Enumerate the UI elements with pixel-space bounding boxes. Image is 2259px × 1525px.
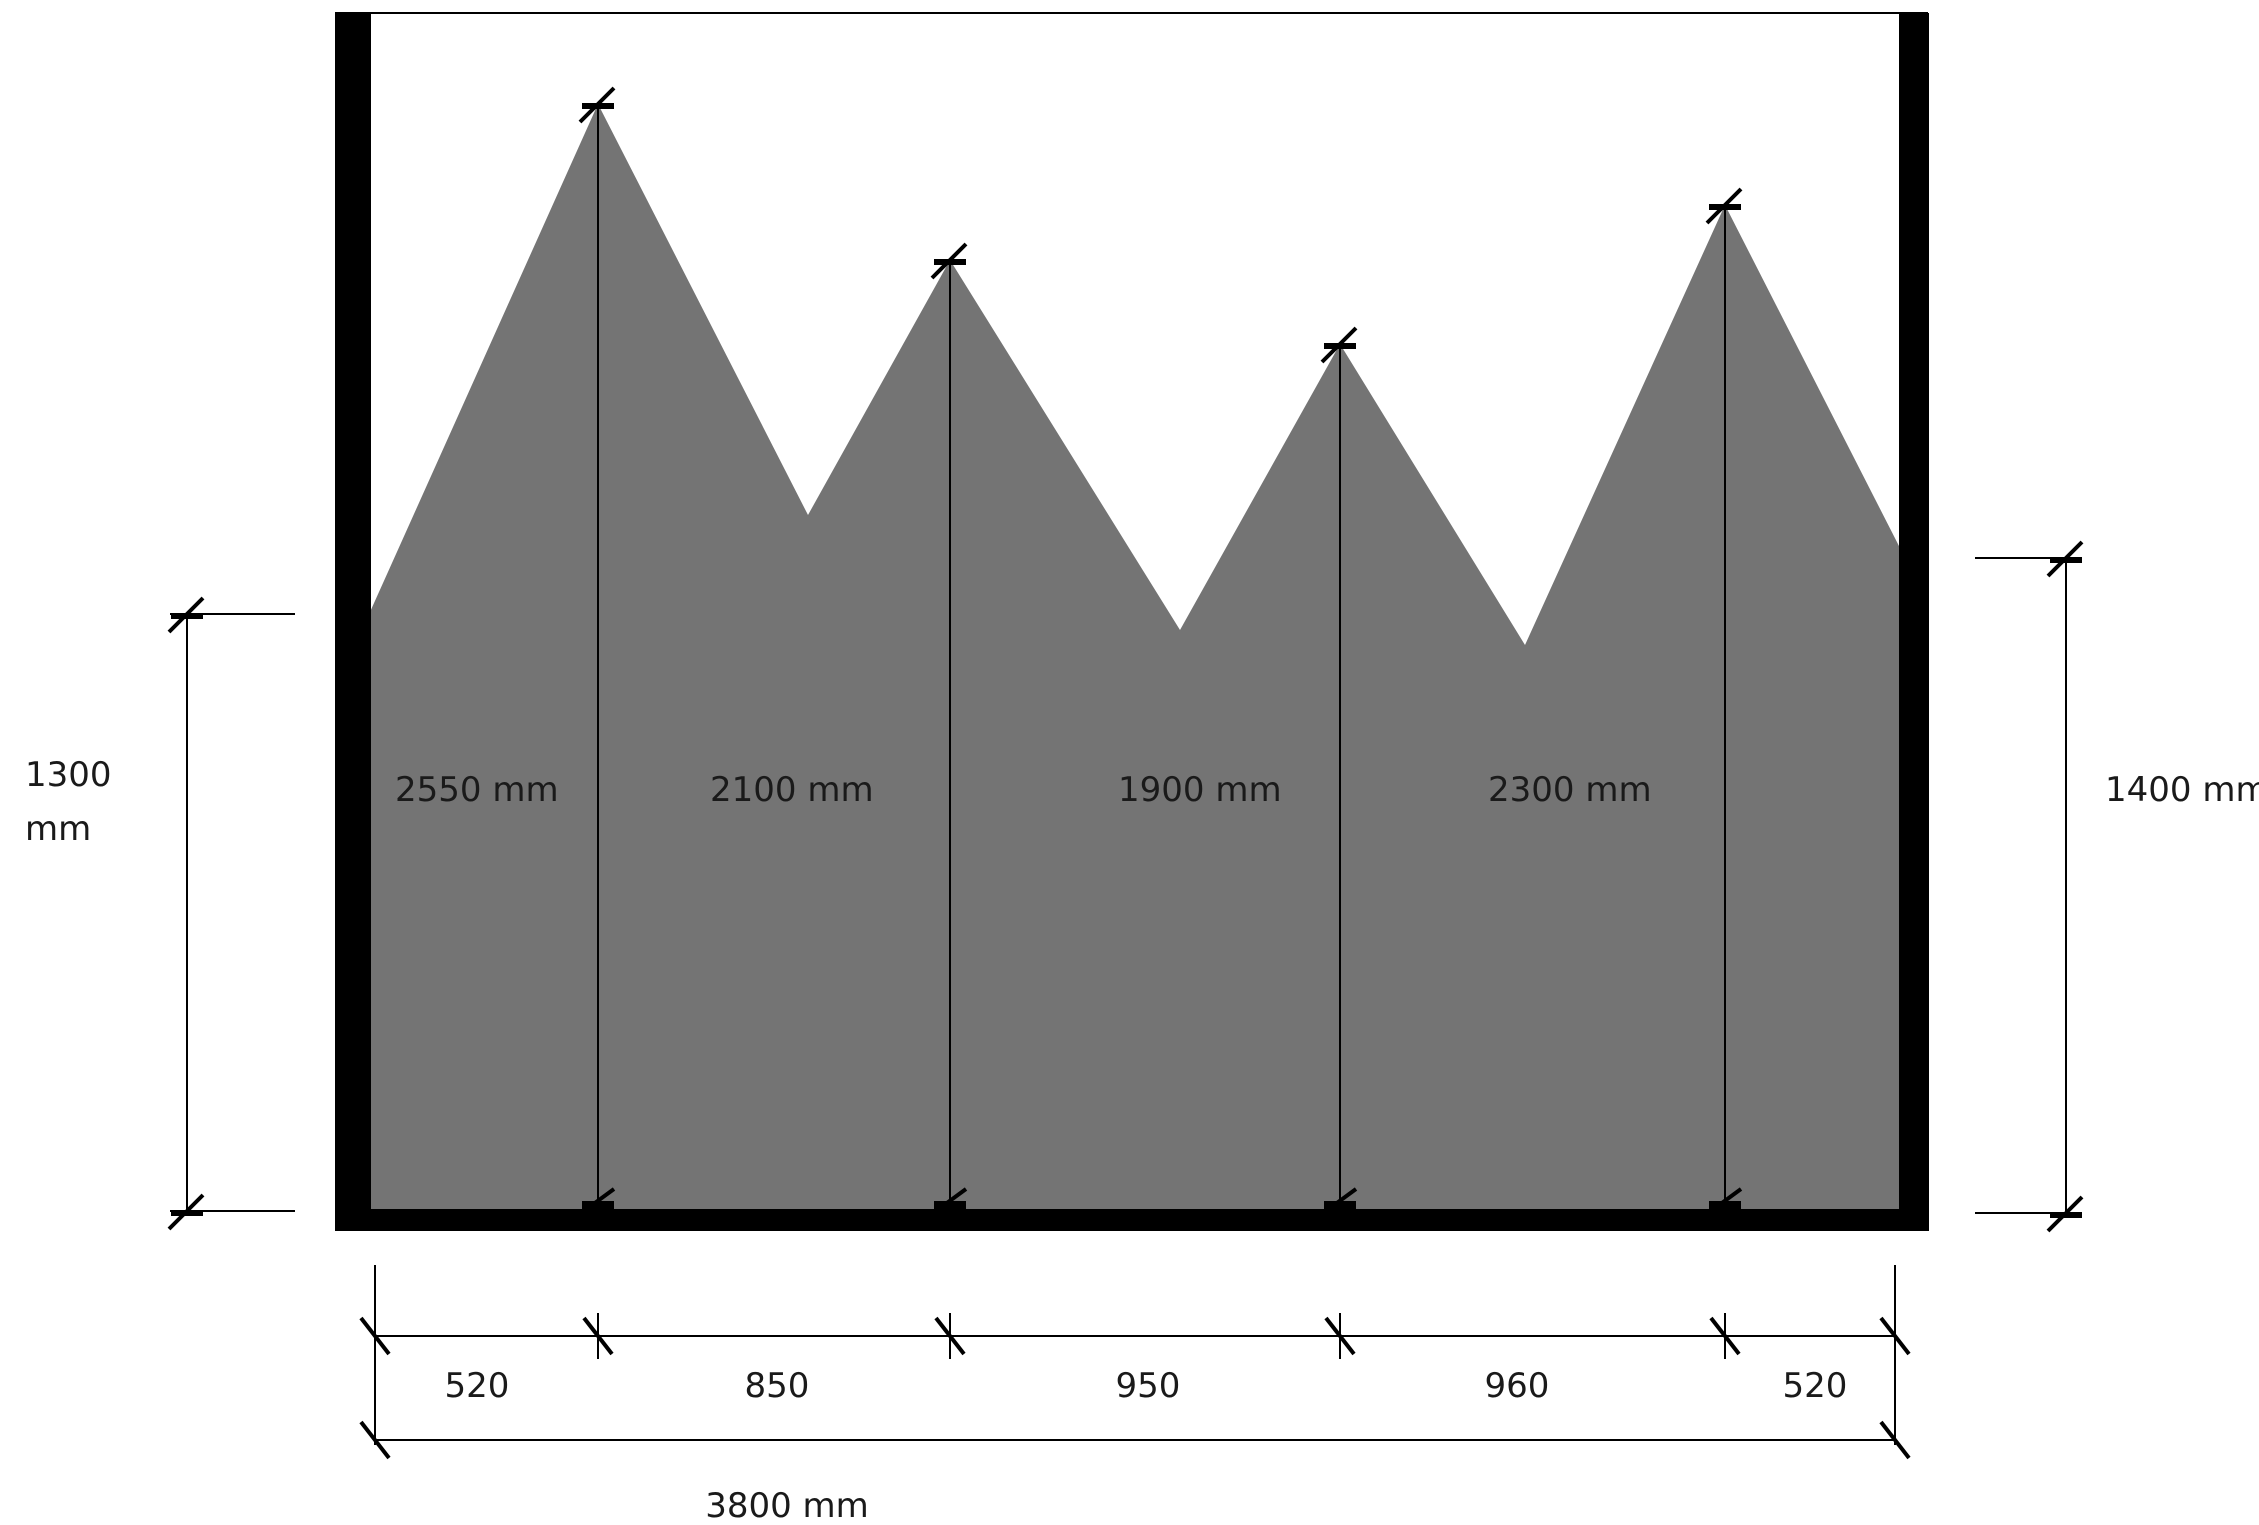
segment-label-1: 520 <box>445 1366 510 1406</box>
mountain-silhouette <box>370 104 1900 1212</box>
frame-base <box>335 1209 1929 1231</box>
peak-base-marks <box>582 1187 1743 1213</box>
peak-height-label-1: 2550 mm <box>395 770 559 810</box>
peak-height-label-2: 2100 mm <box>710 770 874 810</box>
right-height-dimension <box>1975 540 2084 1233</box>
bottom-width-dimension <box>359 1265 1911 1460</box>
peak-height-lines <box>597 104 1726 1209</box>
frame-left-post <box>335 13 371 1230</box>
total-width-label: 3800 mm <box>705 1486 869 1525</box>
left-height-unit: mm <box>25 809 91 849</box>
right-height-label: 1400 mm <box>2105 770 2259 810</box>
segment-label-3: 950 <box>1116 1366 1181 1406</box>
segment-label-5: 520 <box>1783 1366 1848 1406</box>
peak-top-marks <box>578 86 1743 364</box>
frame-right-post <box>1899 13 1929 1230</box>
segment-label-2: 850 <box>745 1366 810 1406</box>
segment-label-4: 960 <box>1485 1366 1550 1406</box>
peak-height-label-4: 2300 mm <box>1488 770 1652 810</box>
left-height-dimension <box>167 596 295 1231</box>
left-height-value: 1300 <box>25 755 112 795</box>
peak-height-label-3: 1900 mm <box>1118 770 1282 810</box>
